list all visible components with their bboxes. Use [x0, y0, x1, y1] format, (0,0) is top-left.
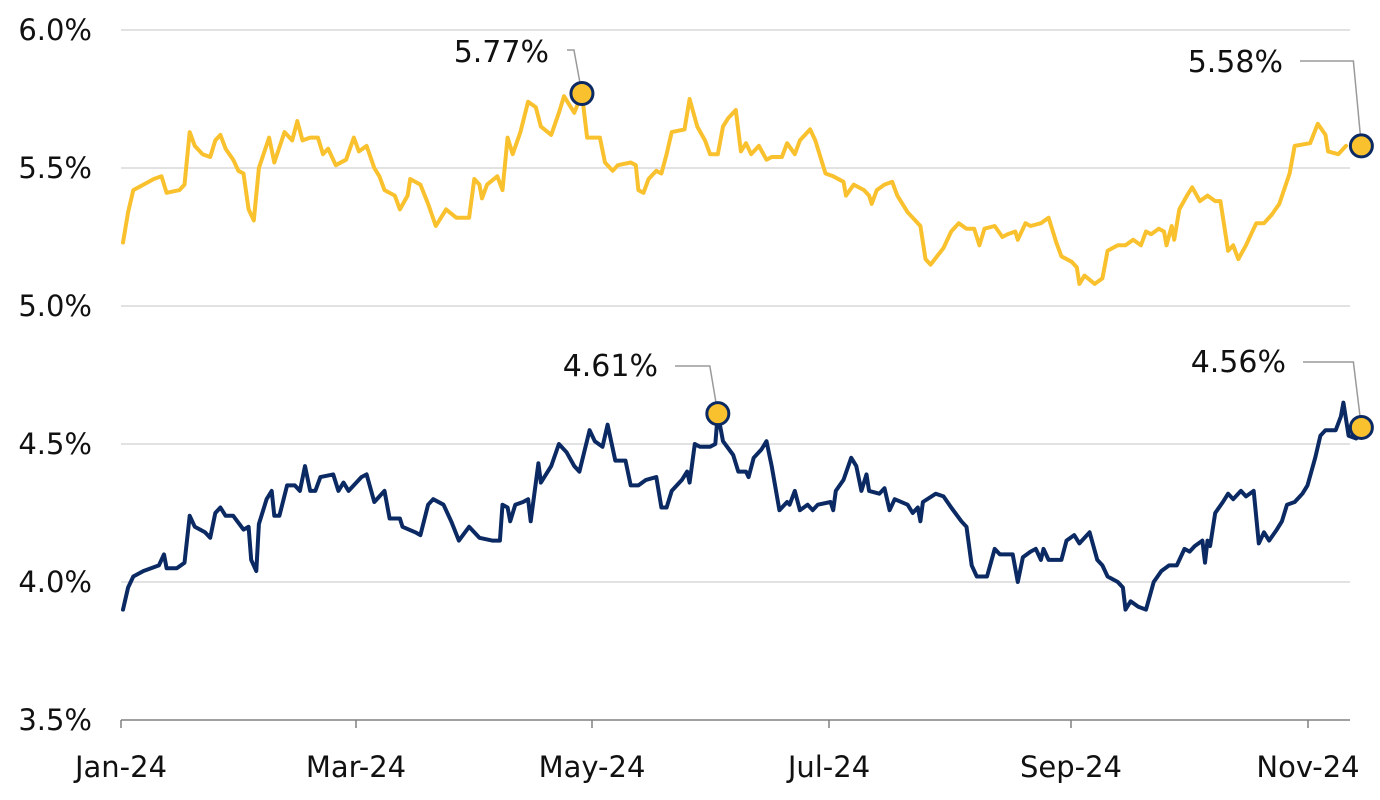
x-tick-label: Jan-24 [73, 750, 167, 784]
annotations: 5.77% 5.58% 4.61% 4.56% [454, 35, 1374, 440]
x-tick-label: Sep-24 [1020, 750, 1122, 784]
y-tick-label: 5.5% [18, 151, 92, 185]
annotation-leader-line [675, 365, 719, 414]
annotation-4: 4.56% [1191, 345, 1374, 440]
y-tick-label: 6.0% [18, 13, 92, 47]
annotation-1: 5.77% [454, 35, 595, 106]
annotation-marker [705, 401, 731, 427]
y-tick-label: 4.0% [18, 565, 92, 599]
x-tick-label: Nov-24 [1256, 750, 1359, 784]
annotation-leader-line [567, 49, 583, 94]
annotation-2: 5.58% [1188, 45, 1374, 159]
gridlines [121, 29, 1350, 583]
annotation-marker [569, 80, 595, 106]
y-tick-label: 3.5% [18, 703, 92, 737]
annotation-marker [1348, 414, 1374, 440]
annotation-3: 4.61% [563, 349, 731, 427]
x-tick-label: Mar-24 [306, 750, 406, 784]
annotation-label: 4.61% [563, 349, 658, 384]
annotation-leader-line [1303, 361, 1363, 428]
x-axis: Jan-24 Mar-24 May-24 Jul-24 Sep-24 Nov-24 [73, 719, 1360, 784]
series-lines [121, 91, 1359, 612]
series-line-1 [121, 91, 1348, 286]
x-tick-label: May-24 [539, 750, 646, 784]
annotation-leader-line [1300, 60, 1363, 146]
annotation-label: 5.58% [1188, 45, 1283, 80]
annotation-label: 5.77% [454, 35, 549, 70]
series-line-2 [121, 400, 1359, 612]
y-axis-tick-labels: 3.5% 4.0% 4.5% 5.0% 5.5% 6.0% [18, 13, 92, 737]
y-tick-label: 4.5% [18, 427, 92, 461]
annotation-marker [1348, 133, 1374, 159]
x-tick-label: Jul-24 [786, 750, 870, 784]
y-tick-label: 5.0% [18, 289, 92, 323]
annotation-label: 4.56% [1191, 345, 1286, 380]
